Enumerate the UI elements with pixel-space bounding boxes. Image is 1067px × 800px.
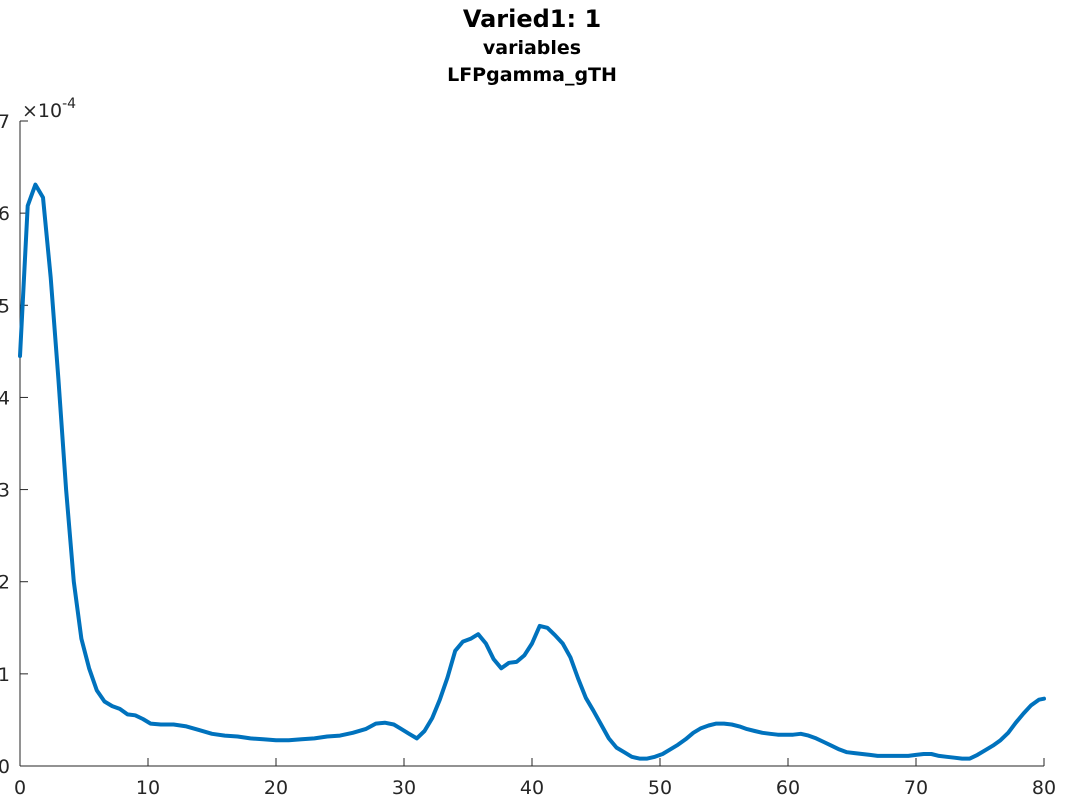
y-tick-label: 4 [0,387,10,409]
x-tick-label: 60 [776,777,800,799]
x-ticks: 0 10 20 30 40 50 60 70 80 [14,758,1056,799]
y-axis-exponent-label: ×10-4 [22,96,76,122]
y-tick-label: 5 [0,295,10,317]
y-ticks: 0 1 2 3 4 5 6 7 [0,111,28,778]
y-tick-label: 0 [0,756,10,778]
x-tick-label: 0 [14,777,26,799]
x-tick-label: 40 [520,777,544,799]
y-axis-exponent-power: -4 [62,96,76,112]
y-tick-label: 7 [0,111,10,133]
x-tick-label: 50 [648,777,672,799]
chart-titles: Varied1: 1 variables LFPgamma_gTH [447,5,617,86]
y-tick-label: 6 [0,203,10,225]
x-tick-label: 20 [264,777,288,799]
x-tick-label: 30 [392,777,416,799]
y-tick-label: 3 [0,480,10,502]
x-tick-label: 10 [136,777,160,799]
y-tick-label: 1 [0,664,10,686]
series-line [18,182,1046,761]
chart-title: Varied1: 1 [463,5,601,33]
plot-axes [19,121,1044,767]
y-tick-label: 2 [0,572,10,594]
series-layer [18,182,1046,761]
x-tick-label: 70 [904,777,928,799]
chart-subtitle-line-2: LFPgamma_gTH [447,64,617,86]
chart-subtitle-line-1: variables [483,37,581,59]
x-tick-label: 80 [1032,777,1056,799]
